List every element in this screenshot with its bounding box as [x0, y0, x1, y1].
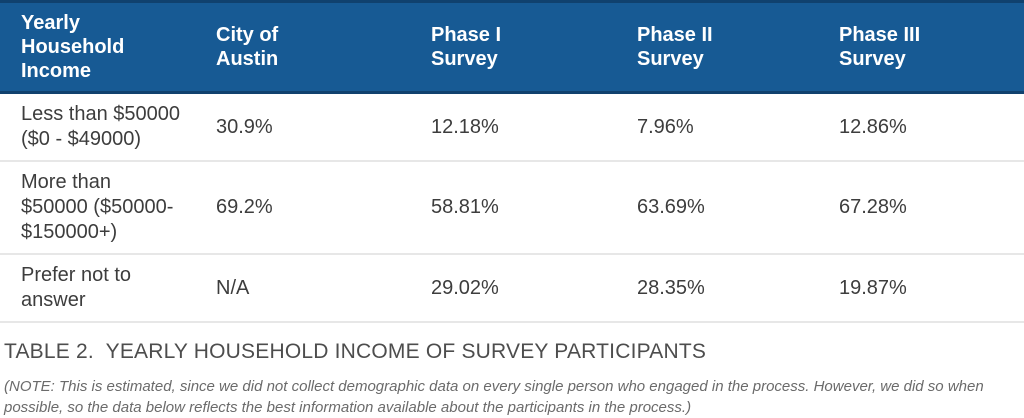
table-note: (NOTE: This is estimated, since we did n…	[4, 378, 984, 416]
cell-value: 58.81%	[431, 196, 499, 218]
income-table: Yearly Household Income City of Austin P…	[0, 0, 1024, 323]
row-label: Prefer not to answer	[21, 264, 132, 311]
table-caption: TABLE 2. YEARLY HOUSEHOLD INCOME OF SURV…	[4, 340, 707, 363]
cell-value: 69.2%	[216, 196, 273, 218]
cell-value: 30.9%	[216, 115, 273, 138]
cell-value: 7.96%	[637, 115, 694, 138]
table-row-less-than-50000: Less than $50000 ($0 - $49000) 30.9% 12.…	[0, 94, 1024, 162]
table-row-more-than-50000: More than $50000 ($50000- $150000+) 69.2…	[0, 162, 1024, 255]
header-cell-phase-3-survey: Phase III Survey	[839, 24, 921, 70]
row-label: More than $50000 ($50000- $150000+)	[21, 171, 174, 243]
cell-value: 19.87%	[839, 276, 907, 299]
header-cell-yearly-household-income: Yearly Household Income	[21, 12, 125, 82]
header-cell-phase-1-survey: Phase I Survey	[431, 24, 502, 70]
cell-value: 67.28%	[839, 196, 907, 218]
header-cell-phase-2-survey: Phase II Survey	[637, 24, 713, 70]
cell-value: 29.02%	[431, 276, 499, 299]
header-cell-city-of-austin: City of Austin	[216, 24, 279, 70]
cell-value: 12.18%	[431, 115, 499, 138]
cell-value: 63.69%	[637, 196, 705, 218]
row-label: Less than $50000 ($0 - $49000)	[21, 103, 181, 150]
table-row-prefer-not-to-answer: Prefer not to answer N/A 29.02% 28.35% 1…	[0, 255, 1024, 323]
table-header-row: Yearly Household Income City of Austin P…	[0, 0, 1024, 94]
cell-value: 28.35%	[637, 276, 705, 299]
cell-value: 12.86%	[839, 115, 907, 138]
cell-value: N/A	[216, 276, 250, 299]
